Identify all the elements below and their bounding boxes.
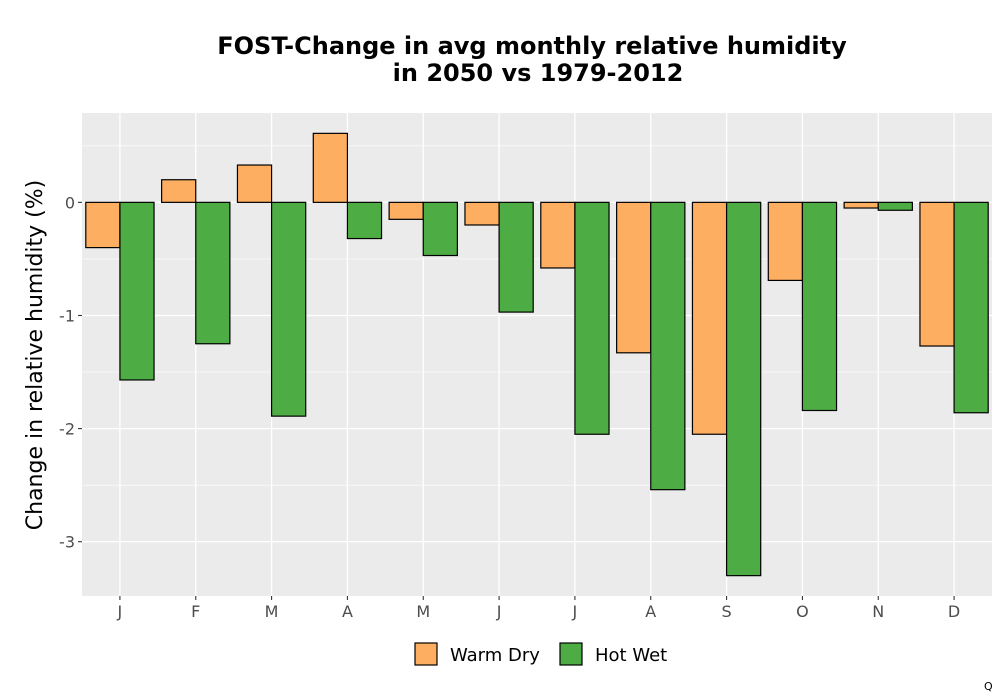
legend: Warm Dry Hot Wet (414, 642, 667, 666)
legend-key-hot-wet (559, 642, 583, 666)
y-tick-label: -3 (59, 533, 75, 552)
bar-warm-dry (540, 201, 576, 269)
bars (85, 132, 989, 577)
bar-warm-dry (85, 201, 121, 249)
x-tick-label: F (191, 602, 200, 621)
bar-hot-wet (574, 201, 610, 435)
x-tick-label: M (265, 602, 279, 621)
bar-hot-wet (801, 201, 838, 412)
bar-warm-dry (767, 201, 804, 282)
y-axis-title: Change in relative humidity (%) (23, 180, 48, 530)
legend-label-hot-wet: Hot Wet (595, 645, 667, 666)
y-tick-label: 0 (65, 193, 75, 212)
bar-hot-wet (119, 201, 155, 381)
y-tick-label: -1 (59, 306, 75, 325)
x-tick-label: J (117, 602, 123, 621)
bar-hot-wet (270, 201, 307, 417)
y-tick-label: -2 (59, 420, 75, 439)
bar-hot-wet (650, 201, 686, 491)
bar-warm-dry (616, 201, 652, 354)
chart-title-line-2: in 2050 vs 1979-2012 (393, 59, 684, 87)
y-axis: 0 -1 -2 -3 (59, 193, 82, 552)
bar-warm-dry (843, 201, 879, 209)
bar-hot-wet (346, 201, 383, 240)
bar-hot-wet (498, 201, 534, 313)
x-tick-label: D (948, 602, 960, 621)
minor-gridlines (82, 145, 992, 486)
x-tick-label: S (722, 602, 732, 621)
x-tick-label: J (496, 602, 502, 621)
bar-warm-dry (691, 201, 728, 435)
legend-key-warm-dry (414, 642, 438, 666)
x-tick-label: N (872, 602, 884, 621)
bar-warm-dry (388, 201, 424, 220)
bar-warm-dry (312, 132, 349, 203)
bar-hot-wet (422, 201, 458, 257)
x-tick-label: O (796, 602, 809, 621)
bar-warm-dry (161, 179, 197, 203)
bar-warm-dry (236, 164, 273, 203)
bar-warm-dry (919, 201, 955, 347)
plot-panel (82, 113, 992, 596)
chart-title: FOST-Change in avg monthly relative humi… (217, 32, 847, 87)
bar-hot-wet (953, 201, 989, 414)
x-tick-label: M (416, 602, 430, 621)
legend-label-warm-dry: Warm Dry (450, 645, 540, 666)
x-tick-label: A (645, 602, 656, 621)
chart-title-line-1: FOST-Change in avg monthly relative humi… (217, 32, 847, 60)
bar-hot-wet (877, 201, 913, 211)
x-tick-label: A (342, 602, 353, 621)
bar-warm-dry (464, 201, 500, 226)
corner-mark: Q (984, 680, 993, 693)
bar-hot-wet (195, 201, 231, 345)
bar-hot-wet (725, 201, 762, 577)
x-tick-label: J (572, 602, 578, 621)
